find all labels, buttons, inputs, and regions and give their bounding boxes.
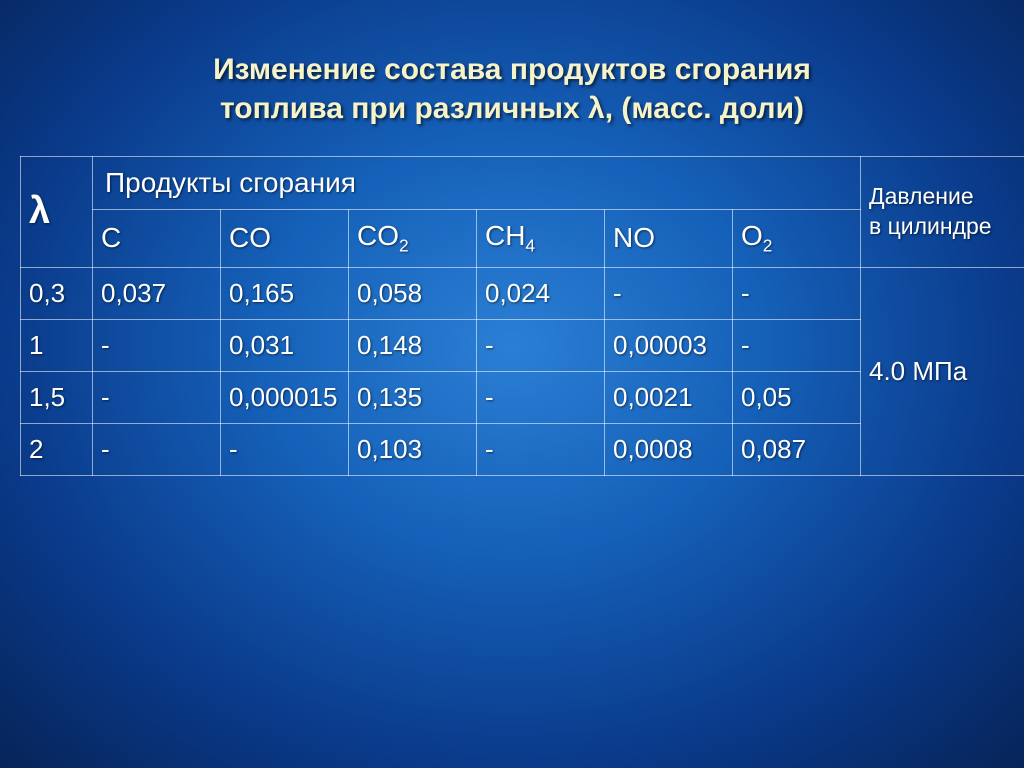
cell-c: - xyxy=(93,319,221,371)
ch4-base: CH xyxy=(485,220,525,251)
title-line-2: топлива при различных λ, (масс. доли) xyxy=(220,92,804,125)
cell-c: - xyxy=(93,371,221,423)
pressure-header: Давление в цилиндре xyxy=(861,157,1024,268)
cell-lambda: 1,5 xyxy=(21,371,93,423)
col-co: CO xyxy=(221,210,349,268)
cell-co2: 0,058 xyxy=(349,267,477,319)
cell-co: 0,165 xyxy=(221,267,349,319)
cell-co: 0,031 xyxy=(221,319,349,371)
cell-o2: - xyxy=(733,319,861,371)
cell-o2: - xyxy=(733,267,861,319)
col-o2: O2 xyxy=(733,210,861,268)
cell-co2: 0,148 xyxy=(349,319,477,371)
cell-ch4: - xyxy=(477,423,605,475)
cell-co: - xyxy=(221,423,349,475)
col-co2: CO2 xyxy=(349,210,477,268)
cell-o2: 0,05 xyxy=(733,371,861,423)
co2-base: CO xyxy=(357,220,399,251)
o2-base: O xyxy=(741,220,763,251)
col-c: C xyxy=(93,210,221,268)
combustion-table: λ Продукты сгорания Давление в цилиндре … xyxy=(20,156,1024,476)
cell-co2: 0,135 xyxy=(349,371,477,423)
cell-no: 0,0008 xyxy=(605,423,733,475)
cell-c: - xyxy=(93,423,221,475)
table-header-row-1: λ Продукты сгорания Давление в цилиндре xyxy=(21,157,1024,210)
cell-ch4: - xyxy=(477,319,605,371)
cell-co: 0,000015 xyxy=(221,371,349,423)
cell-ch4: 0,024 xyxy=(477,267,605,319)
col-ch4: CH4 xyxy=(477,210,605,268)
pressure-header-line2: в цилиндре xyxy=(869,213,992,239)
cell-o2: 0,087 xyxy=(733,423,861,475)
cell-no: - xyxy=(605,267,733,319)
o2-sub: 2 xyxy=(763,236,773,256)
slide-title: Изменение состава продуктов сгорания топ… xyxy=(20,50,1004,128)
col-no: NO xyxy=(605,210,733,268)
lambda-header: λ xyxy=(21,157,93,268)
cell-no: 0,00003 xyxy=(605,319,733,371)
products-header: Продукты сгорания xyxy=(93,157,861,210)
ch4-sub: 4 xyxy=(525,236,535,256)
cell-lambda: 0,3 xyxy=(21,267,93,319)
title-line-1: Изменение состава продуктов сгорания xyxy=(213,53,811,86)
co2-sub: 2 xyxy=(399,236,409,256)
cell-lambda: 2 xyxy=(21,423,93,475)
cell-lambda: 1 xyxy=(21,319,93,371)
cell-co2: 0,103 xyxy=(349,423,477,475)
cell-no: 0,0021 xyxy=(605,371,733,423)
pressure-header-line1: Давление xyxy=(869,183,974,209)
cell-c: 0,037 xyxy=(93,267,221,319)
cell-ch4: - xyxy=(477,371,605,423)
table-row: 0,3 0,037 0,165 0,058 0,024 - - 4.0 МПа xyxy=(21,267,1024,319)
pressure-value-cell: 4.0 МПа xyxy=(861,267,1024,475)
